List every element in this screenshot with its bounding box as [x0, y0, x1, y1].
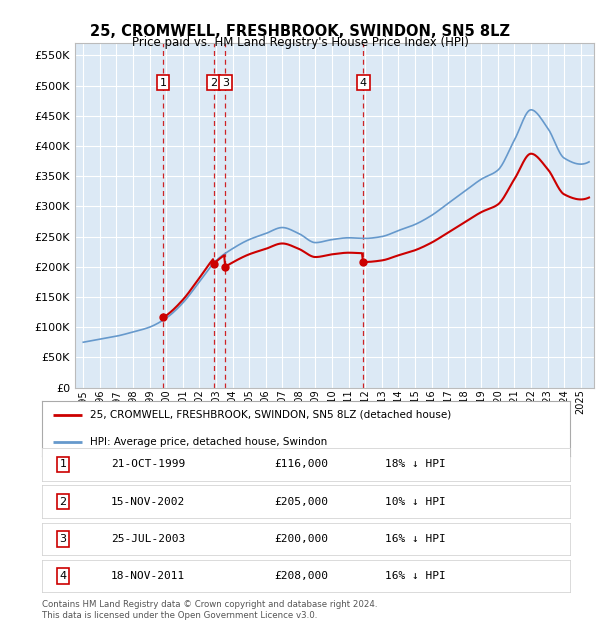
Text: 2: 2 [210, 78, 217, 87]
Text: 25-JUL-2003: 25-JUL-2003 [110, 534, 185, 544]
Text: Contains HM Land Registry data © Crown copyright and database right 2024.: Contains HM Land Registry data © Crown c… [42, 600, 377, 609]
Text: 3: 3 [222, 78, 229, 87]
Text: 18% ↓ HPI: 18% ↓ HPI [385, 459, 446, 469]
Text: £116,000: £116,000 [274, 459, 328, 469]
Text: 16% ↓ HPI: 16% ↓ HPI [385, 571, 446, 581]
Text: HPI: Average price, detached house, Swindon: HPI: Average price, detached house, Swin… [89, 437, 327, 447]
Text: £208,000: £208,000 [274, 571, 328, 581]
Text: 25, CROMWELL, FRESHBROOK, SWINDON, SN5 8LZ (detached house): 25, CROMWELL, FRESHBROOK, SWINDON, SN5 8… [89, 410, 451, 420]
Text: £200,000: £200,000 [274, 534, 328, 544]
Text: 16% ↓ HPI: 16% ↓ HPI [385, 534, 446, 544]
Text: 4: 4 [59, 571, 67, 581]
Text: 1: 1 [160, 78, 166, 87]
Text: 25, CROMWELL, FRESHBROOK, SWINDON, SN5 8LZ: 25, CROMWELL, FRESHBROOK, SWINDON, SN5 8… [90, 24, 510, 38]
Text: £205,000: £205,000 [274, 497, 328, 507]
Text: 10% ↓ HPI: 10% ↓ HPI [385, 497, 446, 507]
Text: This data is licensed under the Open Government Licence v3.0.: This data is licensed under the Open Gov… [42, 611, 317, 620]
Text: 15-NOV-2002: 15-NOV-2002 [110, 497, 185, 507]
Text: 4: 4 [359, 78, 367, 87]
Text: Price paid vs. HM Land Registry's House Price Index (HPI): Price paid vs. HM Land Registry's House … [131, 36, 469, 49]
Text: 3: 3 [59, 534, 67, 544]
Text: 18-NOV-2011: 18-NOV-2011 [110, 571, 185, 581]
Text: 1: 1 [59, 459, 67, 469]
Text: 2: 2 [59, 497, 67, 507]
Text: 21-OCT-1999: 21-OCT-1999 [110, 459, 185, 469]
